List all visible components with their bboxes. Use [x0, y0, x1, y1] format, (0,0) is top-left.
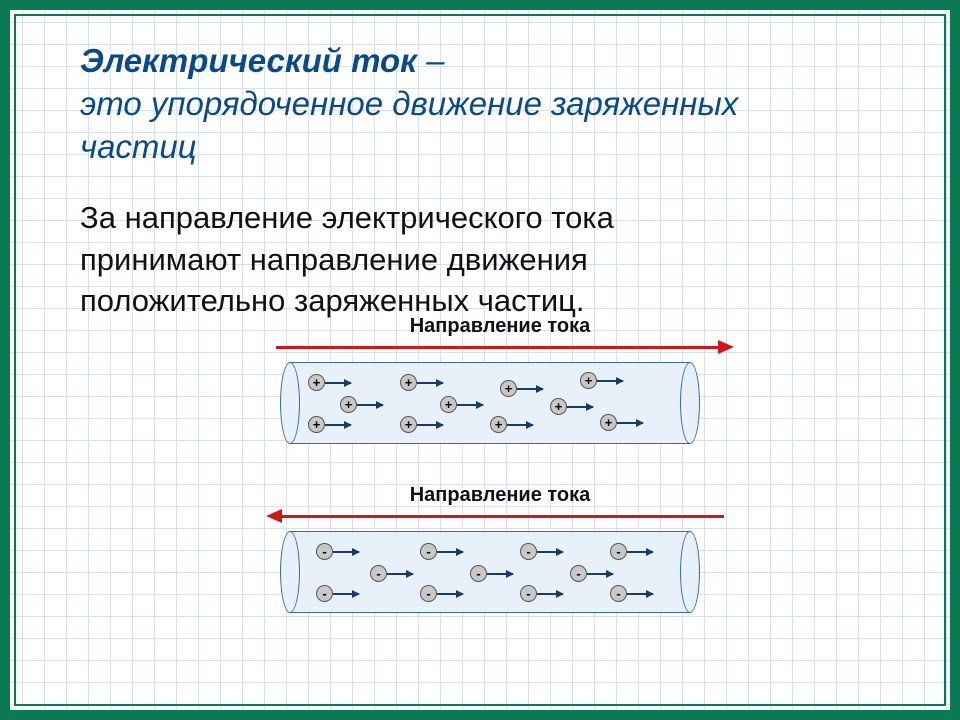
particle: + — [500, 380, 517, 397]
conductor-negative: - - - - - - - - - - - — [280, 531, 700, 613]
particle: - — [316, 543, 333, 560]
particle: + — [440, 396, 457, 413]
direction-label-negative: Направление тока — [270, 484, 730, 507]
arrow-head-right-icon — [718, 340, 734, 354]
particle-arrow-icon — [333, 593, 359, 595]
direction-label-positive: Направление тока — [270, 315, 730, 338]
particle-arrow-icon — [457, 404, 483, 406]
particle-arrow-icon — [417, 382, 443, 384]
particle-arrow-icon — [417, 424, 443, 426]
particle-arrow-icon — [437, 551, 463, 553]
particle: + — [600, 414, 617, 431]
cylinder-cap-left — [280, 362, 300, 444]
particle-arrow-icon — [487, 573, 513, 575]
body-line-1: За направление электрического тока — [80, 197, 900, 239]
particle-arrow-icon — [537, 593, 563, 595]
diagram-area: Направление тока + + + + + + + + + + + Направление… — [270, 315, 730, 653]
particle: + — [400, 416, 417, 433]
arrow-shaft — [276, 515, 724, 518]
title-line-1: Электрический ток – — [80, 40, 900, 83]
particle: - — [570, 565, 587, 582]
particle-arrow-icon — [357, 404, 383, 406]
particle-arrow-icon — [437, 593, 463, 595]
particle-arrow-icon — [325, 382, 351, 384]
particle: - — [520, 585, 537, 602]
particle: - — [420, 543, 437, 560]
particle: - — [520, 543, 537, 560]
particle-arrow-icon — [627, 593, 653, 595]
particle: + — [580, 372, 597, 389]
diagram-negative: Направление тока - - - - - - - - - - - — [270, 484, 730, 613]
conductor-positive: + + + + + + + + + + + — [280, 362, 700, 444]
text-content: Электрический ток – это упорядоченное дв… — [80, 40, 900, 322]
particle: + — [308, 416, 325, 433]
title-line-2: это упорядоченное движение заряженных — [80, 83, 900, 126]
arrow-shaft — [276, 346, 724, 349]
particle: + — [550, 398, 567, 415]
particle: - — [470, 565, 487, 582]
particle-arrow-icon — [333, 551, 359, 553]
cylinder-cap-left — [280, 531, 300, 613]
cylinder-cap-right — [680, 362, 700, 444]
particle: + — [490, 416, 507, 433]
particle-arrow-icon — [617, 422, 643, 424]
title-line-3: частиц — [80, 126, 900, 169]
particle-arrow-icon — [537, 551, 563, 553]
particle: + — [308, 374, 325, 391]
particle: - — [610, 543, 627, 560]
particle-arrow-icon — [325, 424, 351, 426]
particle: - — [610, 585, 627, 602]
particle: + — [340, 396, 357, 413]
title-term: Электрический ток — [80, 42, 417, 79]
direction-arrow-positive — [270, 340, 730, 354]
body-text: За направление электрического тока прини… — [80, 197, 900, 323]
particle-arrow-icon — [627, 551, 653, 553]
particle-arrow-icon — [587, 573, 613, 575]
particle: + — [400, 374, 417, 391]
particle-arrow-icon — [507, 424, 533, 426]
cylinder-cap-right — [680, 531, 700, 613]
title-dash: – — [417, 42, 445, 79]
body-line-2: принимают направление движения — [80, 239, 900, 281]
particle-arrow-icon — [597, 380, 623, 382]
particle-arrow-icon — [517, 388, 543, 390]
particle: - — [370, 565, 387, 582]
particle-arrow-icon — [567, 406, 593, 408]
diagram-positive: Направление тока + + + + + + + + + + + — [270, 315, 730, 444]
arrow-head-left-icon — [266, 509, 282, 523]
particle-arrow-icon — [387, 573, 413, 575]
direction-arrow-negative — [270, 509, 730, 523]
particle: - — [420, 585, 437, 602]
particle: - — [316, 585, 333, 602]
cylinder-body — [290, 531, 690, 613]
